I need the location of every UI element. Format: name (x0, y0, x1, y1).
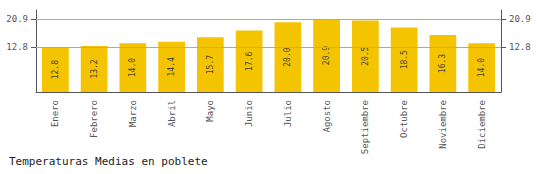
svg-text:14.0: 14.0 (477, 58, 486, 77)
svg-text:Abril: Abril (167, 100, 177, 127)
svg-text:Mayo: Mayo (205, 100, 215, 122)
svg-text:12.8: 12.8 (6, 42, 28, 52)
svg-text:Junio: Junio (244, 100, 254, 127)
svg-text:Septiembre: Septiembre (360, 100, 370, 154)
svg-text:20.9: 20.9 (6, 14, 28, 24)
svg-text:12.8: 12.8 (51, 60, 60, 79)
svg-text:Febrero: Febrero (89, 100, 99, 138)
svg-text:17.6: 17.6 (245, 51, 254, 70)
svg-text:Agosto: Agosto (322, 100, 332, 133)
svg-text:13.2: 13.2 (90, 59, 99, 78)
svg-text:16.3: 16.3 (438, 54, 447, 73)
svg-text:12.8: 12.8 (509, 42, 531, 52)
svg-text:20.0: 20.0 (283, 47, 292, 66)
svg-text:18.5: 18.5 (400, 50, 409, 69)
svg-text:14.4: 14.4 (167, 57, 176, 76)
svg-text:Octubre: Octubre (399, 100, 409, 138)
svg-text:20.9: 20.9 (322, 46, 331, 65)
svg-text:14.0: 14.0 (128, 58, 137, 77)
svg-text:Enero: Enero (50, 100, 60, 127)
svg-text:20.9: 20.9 (509, 14, 531, 24)
svg-text:Noviembre: Noviembre (438, 100, 448, 149)
svg-text:20.5: 20.5 (361, 46, 370, 65)
svg-text:Temperaturas Medias en poblete: Temperaturas Medias en poblete (9, 155, 208, 168)
svg-text:15.7: 15.7 (206, 55, 215, 74)
svg-text:Diciembre: Diciembre (477, 100, 487, 149)
svg-text:Marzo: Marzo (128, 100, 138, 127)
svg-text:Julio: Julio (283, 100, 293, 127)
